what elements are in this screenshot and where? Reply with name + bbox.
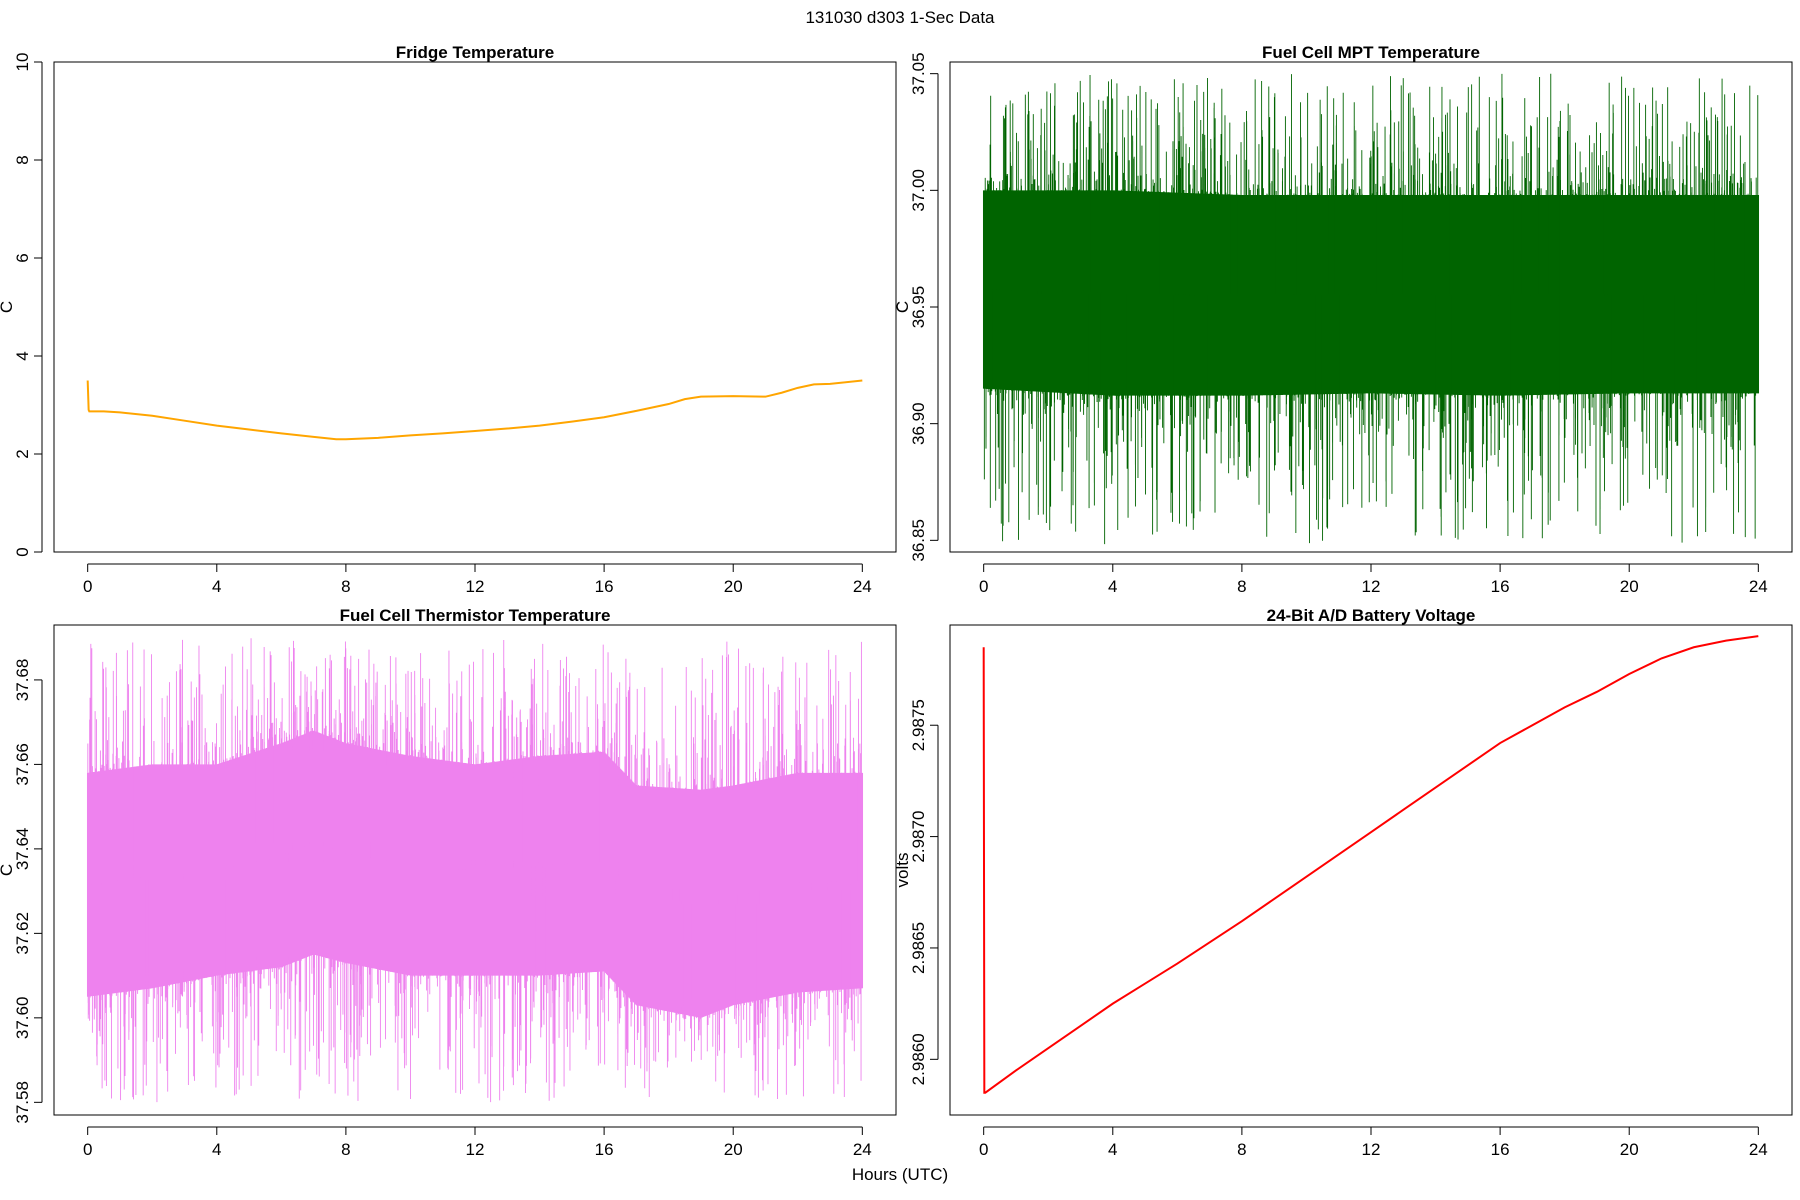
y-tick-label: 37.64 (13, 828, 32, 871)
x-tick-label: 4 (212, 577, 221, 596)
x-tick-label: 0 (83, 577, 92, 596)
plot-frame (53, 624, 897, 1116)
figure-title: 131030 d303 1-Sec Data (805, 8, 995, 27)
x-tick-label: 4 (212, 1140, 221, 1159)
y-tick-label: 36.85 (909, 519, 928, 562)
x-tick-label: 20 (1620, 577, 1639, 596)
y-tick-label: 10 (13, 53, 32, 72)
panel-title: Fuel Cell Thermistor Temperature (340, 606, 611, 625)
x-tick-label: 24 (853, 1140, 872, 1159)
x-tick-label: 16 (595, 577, 614, 596)
y-tick-label: 2.9870 (909, 811, 928, 863)
y-axis-label: C (0, 864, 16, 876)
figure-x-axis-label: Hours (UTC) (852, 1165, 948, 1184)
panel-fridge-temperature: Fridge TemperatureC048121620240246810 (0, 43, 897, 596)
plot-frame (53, 61, 897, 553)
x-tick-label: 8 (341, 1140, 350, 1159)
y-tick-label: 37.58 (13, 1081, 32, 1124)
x-tick-label: 0 (979, 577, 988, 596)
panel-title: Fridge Temperature (396, 43, 554, 62)
y-tick-label: 36.90 (909, 402, 928, 445)
x-tick-label: 16 (1491, 577, 1510, 596)
x-tick-label: 0 (83, 1140, 92, 1159)
plot-frame (949, 61, 1793, 553)
x-tick-label: 4 (1108, 1140, 1117, 1159)
series-spikes (87, 638, 862, 1103)
y-tick-label: 37.60 (13, 997, 32, 1040)
x-tick-label: 4 (1108, 577, 1117, 596)
y-tick-label: 2.9875 (909, 699, 928, 751)
x-tick-label: 20 (724, 1140, 743, 1159)
x-tick-label: 12 (466, 577, 485, 596)
y-tick-label: 37.68 (13, 659, 32, 702)
x-tick-label: 16 (595, 1140, 614, 1159)
plot-area (86, 379, 863, 441)
panel-title: Fuel Cell MPT Temperature (1262, 43, 1480, 62)
series-line (86, 379, 863, 441)
x-tick-label: 24 (853, 577, 872, 596)
x-tick-label: 8 (1237, 1140, 1246, 1159)
y-tick-label: 0 (13, 547, 32, 556)
y-tick-label: 6 (13, 253, 32, 262)
plot-area (982, 73, 1760, 545)
y-tick-label: 37.05 (909, 52, 928, 95)
y-tick-label: 8 (13, 155, 32, 164)
panel-title: 24-Bit A/D Battery Voltage (1267, 606, 1476, 625)
x-tick-label: 20 (1620, 1140, 1639, 1159)
panel-battery-voltage: 24-Bit A/D Battery Voltage volts 0 4 8 12 16 20… (893, 606, 1793, 1159)
x-tick-label: 12 (1362, 1140, 1381, 1159)
y-axis-label: C (0, 301, 16, 313)
panel-fuel-cell-thermistor-temperature: Fuel Cell Thermistor Temperature C 0 4 8 12 16… (0, 606, 897, 1159)
y-tick-label: 36.95 (909, 286, 928, 329)
y-tick-label: 37.00 (909, 169, 928, 212)
y-tick-label: 2.9865 (909, 922, 928, 974)
y-tick-label: 2 (13, 449, 32, 458)
x-tick-label: 24 (1749, 1140, 1768, 1159)
series-spikes (983, 73, 1759, 545)
x-tick-label: 24 (1749, 577, 1768, 596)
y-axis-label: C (893, 301, 912, 313)
y-tick-label: 37.66 (13, 743, 32, 786)
x-tick-label: 12 (1362, 577, 1381, 596)
y-axis-label: volts (893, 853, 912, 888)
x-tick-label: 12 (466, 1140, 485, 1159)
y-tick-label: 4 (13, 351, 32, 360)
panel-fuel-cell-mpt-temperature: Fuel Cell MPT Temperature C 0 4 8 12 16 20 24 36.… (893, 43, 1793, 596)
plot-frame (949, 624, 1793, 1116)
y-tick-label: 2.9860 (909, 1033, 928, 1085)
x-tick-label: 8 (1237, 577, 1246, 596)
x-tick-label: 20 (724, 577, 743, 596)
plot-area (982, 635, 1759, 1094)
y-tick-label: 37.62 (13, 912, 32, 955)
x-tick-label: 8 (341, 577, 350, 596)
plot-area (86, 638, 864, 1103)
series-line (982, 635, 1759, 1094)
x-tick-label: 16 (1491, 1140, 1510, 1159)
x-tick-label: 0 (979, 1140, 988, 1159)
